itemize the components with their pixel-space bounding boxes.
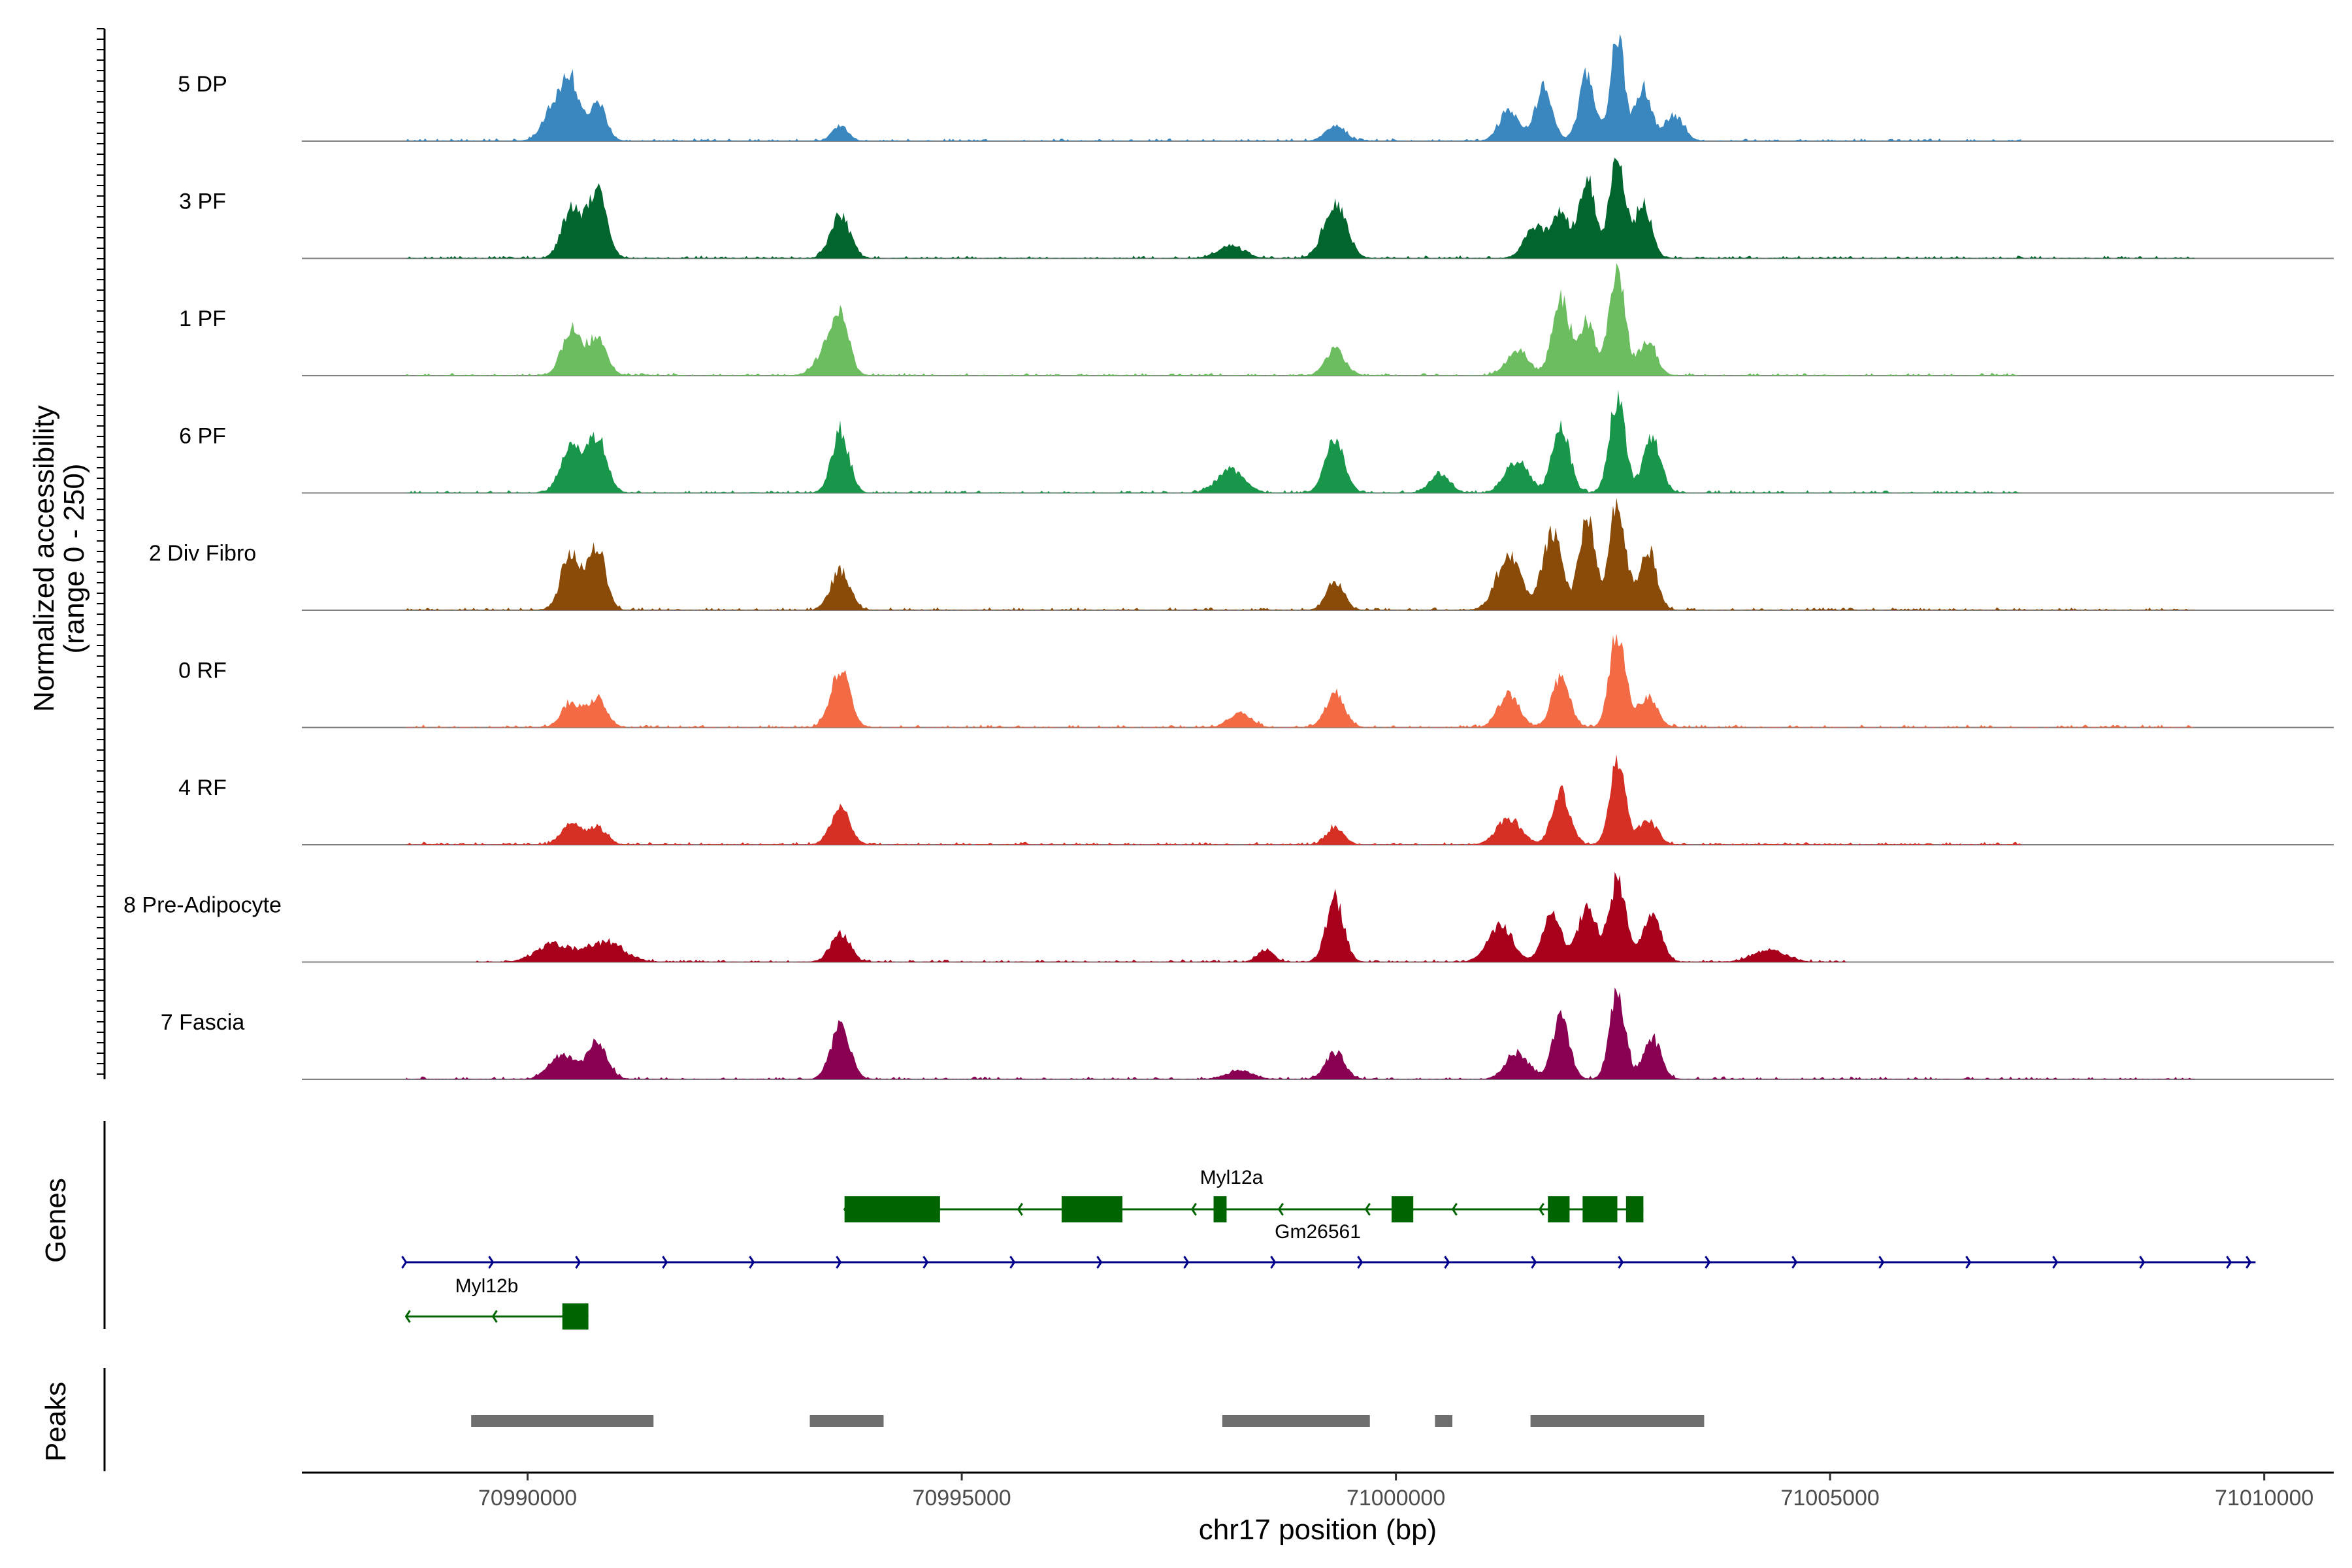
gene-exon (1548, 1196, 1570, 1222)
track-label: 5 DP (178, 72, 227, 97)
gene-label: Myl12b (455, 1275, 519, 1297)
peak-region (1530, 1415, 1705, 1427)
peak-region (809, 1415, 884, 1427)
strand-arrow-icon (662, 1256, 668, 1269)
track-coverage-area (406, 263, 2021, 376)
gene-exon (1061, 1196, 1122, 1222)
strand-arrow-icon (404, 1310, 411, 1323)
x-tick-label: 71000000 (1347, 1486, 1445, 1511)
strand-arrow-icon (2139, 1256, 2146, 1269)
x-axis-title: chr17 position (bp) (1199, 1514, 1437, 1546)
gene-exon (1582, 1196, 1618, 1222)
x-tick-label: 70990000 (478, 1486, 577, 1511)
strand-arrow-icon (1270, 1256, 1277, 1269)
track-label: 2 Div Fibro (149, 541, 256, 566)
strand-arrow-icon (401, 1256, 408, 1269)
strand-arrow-icon (1618, 1256, 1624, 1269)
track-coverage-area (406, 633, 2195, 728)
gene-gm26561: Gm26561 (401, 1221, 2256, 1269)
track-4-rf: 4 RF (178, 754, 2334, 845)
strand-arrow-icon (1705, 1256, 1711, 1269)
y-axis-subtitle: (range 0 - 250) (58, 463, 90, 653)
track-3-pf: 3 PF (179, 157, 2334, 259)
x-tick-label: 70995000 (912, 1486, 1011, 1511)
gene-exon (1391, 1196, 1414, 1222)
strand-arrow-icon (1277, 1203, 1284, 1216)
track-label: 7 Fascia (161, 1010, 245, 1035)
strand-arrow-icon (2052, 1256, 2059, 1269)
track-label: 3 PF (179, 189, 226, 214)
peak-region (471, 1415, 654, 1427)
gene-label: Myl12a (1200, 1167, 1264, 1188)
gene-label: Gm26561 (1275, 1221, 1361, 1243)
track-label: 4 RF (178, 776, 227, 800)
track-coverage-area (406, 987, 2195, 1079)
strand-arrow-icon (1364, 1203, 1371, 1216)
strand-arrow-icon (1878, 1256, 1885, 1269)
y-axis-title: Normalized accessibility (28, 405, 60, 711)
strand-arrow-icon (749, 1256, 755, 1269)
x-tick-label: 71005000 (1781, 1486, 1880, 1511)
strand-arrow-icon (1009, 1256, 1016, 1269)
strand-arrow-icon (1531, 1256, 1537, 1269)
peak-region (1435, 1415, 1453, 1427)
peak-regions-track (471, 1415, 1705, 1427)
track-coverage-area (406, 157, 2195, 259)
track-2-div-fibro: 2 Div Fibro (149, 498, 2334, 611)
strand-arrow-icon (1538, 1203, 1544, 1216)
peaks-panel-label: Peaks (40, 1382, 72, 1462)
track-coverage-area (406, 754, 2021, 845)
track-6-pf: 6 PF (179, 390, 2334, 494)
gene-exon (844, 1196, 940, 1222)
track-label: 8 Pre-Adipocyte (123, 893, 282, 918)
track-0-rf: 0 RF (178, 633, 2334, 728)
strand-arrow-icon (1183, 1256, 1190, 1269)
strand-arrow-icon (1451, 1203, 1458, 1216)
strand-arrow-icon (575, 1256, 581, 1269)
peak-region (1222, 1415, 1370, 1427)
strand-arrow-icon (1965, 1256, 1972, 1269)
track-7-fascia: 7 Fascia (161, 987, 2334, 1080)
strand-arrow-icon (2246, 1256, 2252, 1269)
track-coverage-area (475, 872, 1848, 962)
gene-annotation-track: Myl12a Gm26561 Myl12b (401, 1167, 2256, 1330)
track-1-pf: 1 PF (179, 263, 2334, 376)
strand-arrow-icon (2226, 1256, 2232, 1269)
track-5-dp: 5 DP (178, 33, 2334, 142)
genes-panel-label: Genes (40, 1178, 72, 1263)
strand-arrow-icon (491, 1310, 498, 1323)
gene-exon (1213, 1196, 1227, 1222)
track-coverage-area (406, 498, 2195, 610)
x-tick-label: 71010000 (2215, 1486, 2313, 1511)
track-8-pre-adipocyte: 8 Pre-Adipocyte (123, 872, 2334, 963)
strand-arrow-icon (1190, 1203, 1197, 1216)
track-coverage-area (406, 390, 2021, 493)
strand-arrow-icon (1791, 1256, 1798, 1269)
gene-exon (562, 1303, 589, 1330)
coverage-y-axis (97, 28, 106, 1079)
track-label: 6 PF (179, 424, 226, 449)
strand-arrow-icon (1017, 1203, 1023, 1216)
track-coverage-area (406, 33, 2021, 142)
strand-arrow-icon (923, 1256, 929, 1269)
track-label: 0 RF (178, 659, 227, 683)
strand-arrow-icon (488, 1256, 495, 1269)
gene-exon (1625, 1196, 1644, 1222)
strand-arrow-icon (836, 1256, 842, 1269)
gene-myl12b: Myl12b (404, 1275, 589, 1330)
strand-arrow-icon (1096, 1256, 1103, 1269)
gene-myl12a: Myl12a (843, 1167, 1644, 1222)
coverage-tracks: 5 DP 3 PF 1 PF 6 PF 2 Div Fibro 0 RF 4 RF 8 Pre… (123, 33, 2334, 1080)
x-axis-ticks: 70990000 70995000 71000000 71005000 71010000 (478, 1473, 2313, 1511)
strand-arrow-icon (1357, 1256, 1364, 1269)
strand-arrow-icon (1444, 1256, 1450, 1269)
track-label: 1 PF (179, 306, 226, 331)
